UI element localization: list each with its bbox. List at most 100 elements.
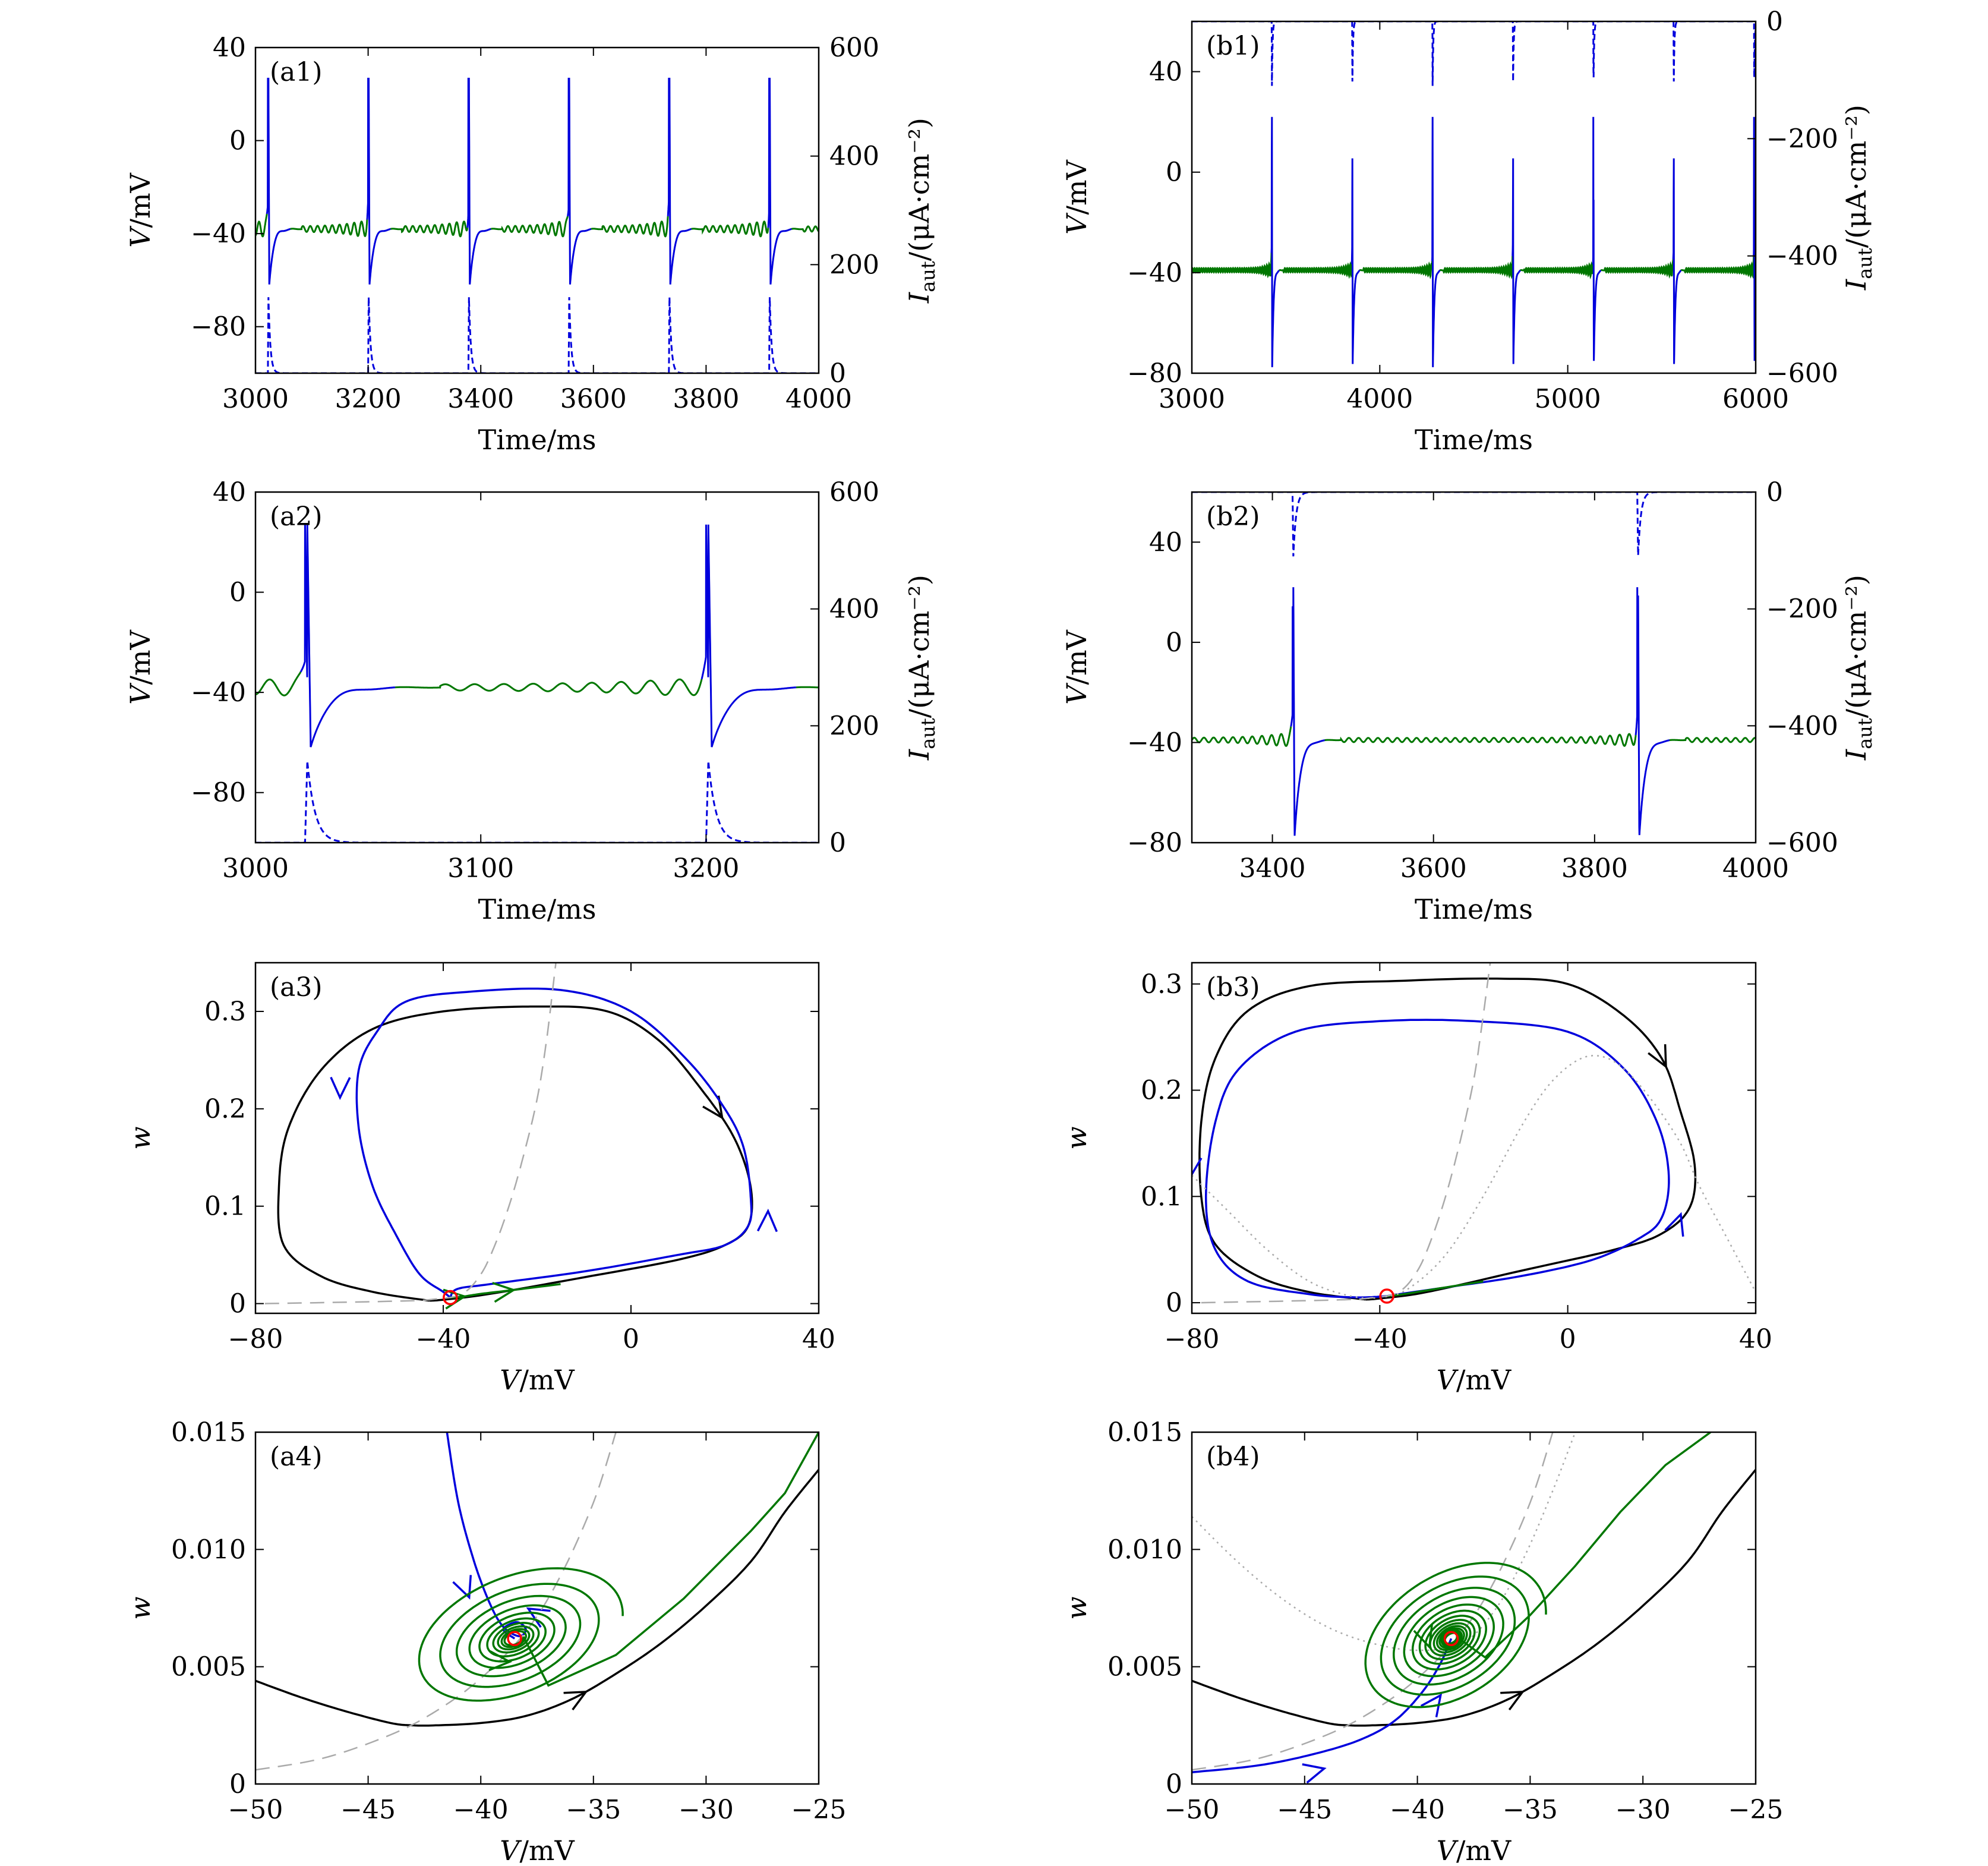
y-axis-title: V/mV	[124, 629, 156, 704]
x-tick-label: −40	[1390, 1795, 1445, 1825]
x-tick-label: −35	[1503, 1795, 1558, 1825]
y-tick-label: 40	[213, 33, 246, 63]
voltage-subthreshold-line	[1324, 733, 1637, 747]
y-tick-label: 40	[1149, 527, 1182, 557]
current-aut-line	[1192, 492, 1756, 557]
x-tick-label: 6000	[1722, 384, 1789, 414]
x-tick-label: −40	[453, 1795, 509, 1825]
panel-b4: −50 −45 −40 −35 −30 −25 0 0.005 0.010 0.015 V/mV w (…	[1061, 1417, 1783, 1866]
panel-b3: −80 −40 0 40 0 0.1 0.2 0.3 V/mV w (b3)	[1061, 962, 1772, 1396]
y2-axis-title: Iaut/(μA·cm⁻²)	[903, 118, 939, 304]
x-tick-label: 0	[1560, 1324, 1576, 1354]
voltage-spike-line	[266, 77, 291, 285]
y2-tick-label: 600	[829, 33, 879, 63]
panel-label: (b4)	[1206, 1442, 1260, 1472]
voltage-subthreshold-line	[1600, 259, 1674, 279]
y2-tick-label: 400	[829, 141, 879, 172]
direction-arrow	[452, 1575, 472, 1600]
plot-frame	[254, 962, 820, 1315]
y-tick-label: 0.015	[1107, 1417, 1182, 1448]
panel-a3: −80 −40 0 40 0 0.1 0.2 0.3 V/mV w (a3)	[124, 962, 835, 1396]
y-tick-label: 0	[229, 1769, 246, 1799]
limit-cycle-line	[1192, 1468, 1756, 1727]
voltage-subthreshold-line	[691, 220, 769, 238]
y-tick-label: 0.3	[1141, 969, 1182, 1000]
y-axis-title: w	[1061, 1596, 1093, 1619]
x-tick-label: 40	[1739, 1324, 1772, 1354]
equilibrium-marker	[1443, 1631, 1459, 1647]
x-axis-title: Time/ms	[478, 424, 597, 456]
y-tick-label: 0.010	[1107, 1534, 1182, 1565]
voltage-subthreshold-line	[1359, 260, 1433, 279]
green-spiral-trajectory-line	[418, 1432, 819, 1702]
plot-frame	[1191, 491, 1757, 844]
x-tick-label: −50	[1165, 1795, 1220, 1825]
y2-tick-label: −400	[1766, 241, 1838, 272]
direction-arrow	[702, 1095, 724, 1120]
panel-label: (a4)	[270, 1442, 323, 1472]
y-tick-label: 0.005	[1107, 1652, 1182, 1682]
voltage-subthreshold-line	[1279, 261, 1353, 279]
y-tick-label: 0	[229, 126, 246, 156]
voltage-spike-line	[566, 77, 592, 285]
voltage-spike-line	[299, 524, 396, 748]
voltage-spike-line	[1431, 116, 1441, 367]
x-tick-label: 4000	[1722, 853, 1789, 884]
x-axis-title: V/mV	[1437, 1835, 1511, 1866]
y2-tick-label: −200	[1766, 594, 1838, 625]
voltage-spike-line	[1672, 158, 1682, 364]
plot-area	[1192, 963, 1756, 1304]
y2-tick-label: −400	[1766, 711, 1838, 741]
y-axis-title: w	[1061, 1126, 1093, 1149]
x-tick-label: 4000	[1346, 384, 1413, 414]
voltage-subthreshold-line	[1669, 737, 1756, 743]
y-tick-label: −80	[1127, 358, 1182, 389]
y2-tick-label: 0	[829, 358, 846, 389]
equilibrium-marker	[507, 1631, 522, 1647]
y-tick-label: 0	[229, 578, 246, 608]
x-tick-label: 3000	[222, 384, 289, 414]
voltage-subthreshold-line	[395, 678, 703, 696]
y2-tick-label: 400	[829, 594, 879, 625]
direction-arrow	[1500, 1690, 1525, 1711]
voltage-spike-line	[667, 77, 692, 285]
panel-label: (a2)	[270, 502, 323, 532]
x-tick-label: −40	[1352, 1324, 1408, 1354]
voltage-subthreshold-line	[1192, 726, 1292, 747]
y2-tick-label: −600	[1766, 828, 1838, 858]
x-tick-label: 3600	[1400, 853, 1467, 884]
y-tick-label: 0	[229, 1289, 246, 1319]
voltage-subthreshold-line	[255, 213, 268, 238]
x-tick-label: 3200	[335, 384, 402, 414]
y2-axis-title: Iaut/(μA·cm⁻²)	[1840, 575, 1876, 761]
y2-tick-label: 600	[829, 477, 879, 508]
y-tick-label: −80	[1127, 828, 1182, 858]
voltage-subthreshold-line	[796, 686, 819, 689]
y-tick-label: 40	[1149, 57, 1182, 87]
x-tick-label: 3400	[1239, 853, 1306, 884]
voltage-spike-line	[1290, 587, 1326, 836]
x-tick-label: 3000	[222, 853, 289, 884]
y2-tick-label: −200	[1766, 124, 1838, 154]
y-tick-label: 0.2	[1141, 1076, 1182, 1106]
limit-cycle-line	[277, 1005, 753, 1302]
x-axis-title: Time/ms	[478, 893, 597, 925]
panel-b2: 3400 3600 3800 4000−80−40040−600−400−2000Ia…	[1061, 477, 1876, 925]
current-aut-line	[255, 297, 819, 373]
y-axis-title: w	[124, 1596, 156, 1619]
spiking-trajectory-line	[1204, 1019, 1670, 1299]
plot-frame	[1191, 20, 1757, 374]
y-tick-label: 0.010	[171, 1534, 246, 1565]
y-tick-label: −80	[191, 778, 246, 808]
panel-b1: 3000 4000 5000 6000−80−40040−600−400−2000Ia…	[1061, 7, 1876, 456]
y-tick-label: 0.3	[204, 997, 246, 1027]
plot-area	[1192, 1432, 1756, 1784]
y-axis-title: V/mV	[124, 172, 156, 247]
x-axis-title: V/mV	[500, 1835, 575, 1866]
x-tick-label: −30	[679, 1795, 734, 1825]
direction-arrow	[1420, 1693, 1443, 1717]
y-tick-label: −40	[1127, 727, 1182, 758]
direction-arrow	[1664, 1212, 1684, 1237]
direction-arrow	[488, 1650, 512, 1672]
